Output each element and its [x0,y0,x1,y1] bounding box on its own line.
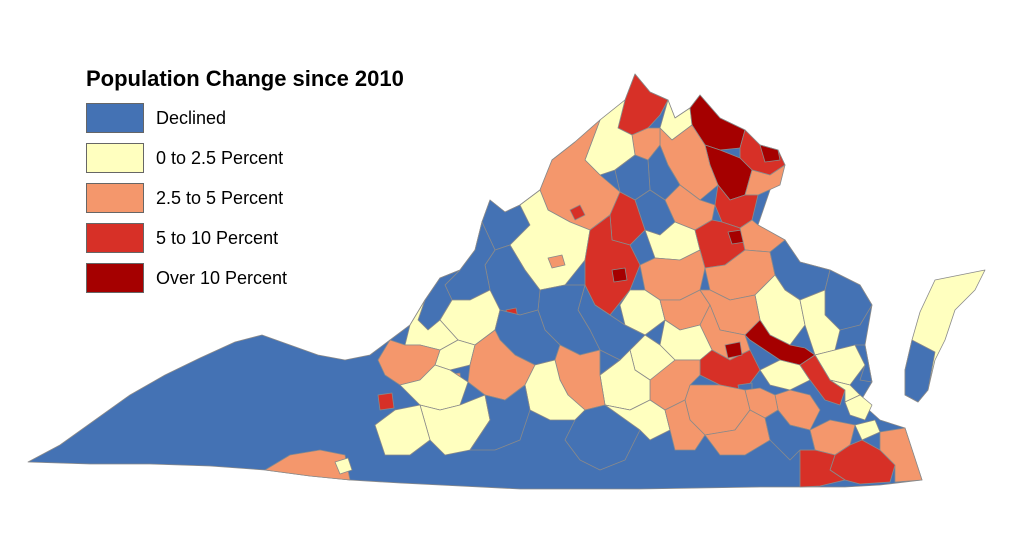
region-virginia-beach [879,427,923,483]
region-radford [377,392,395,411]
region-harrisonburg [569,204,586,221]
legend-swatch-0-to-2-5 [86,143,144,173]
legend-item-5-to-10: 5 to 10 Percent [86,218,404,258]
region-arlington [759,144,781,163]
legend-item-declined: Declined [86,98,404,138]
region-fluvanna [619,289,666,336]
region-mathews [854,344,873,383]
map-legend: Population Change since 2010 Declined 0 … [86,66,404,298]
region-galax [334,457,353,475]
legend-swatch-5-to-10 [86,223,144,253]
legend-item-2-5-to-5: 2.5 to 5 Percent [86,178,404,218]
region-southampton [764,409,816,461]
region-hampton [844,394,873,421]
legend-label-declined: Declined [156,107,227,128]
legend-label-0-to-2-5: 0 to 2.5 Percent [156,147,284,168]
region-appomattox [599,349,621,376]
region-bath [444,221,496,301]
region-james-city [799,354,846,406]
region-halifax [564,404,641,471]
legend-item-over-10: Over 10 Percent [86,258,404,298]
region-pittsylvania [524,359,586,421]
legend-title: Population Change since 2010 [86,66,404,91]
region-henry [469,384,531,451]
county-regions [264,73,923,488]
region-charlottesville [611,267,628,283]
legend-swatch-declined [86,103,144,133]
legend-item-0-to-2-5: 0 to 2.5 Percent [86,138,404,178]
region-eastern-shore-south [904,339,936,403]
region-carroll [374,404,431,456]
region-staunton [547,254,566,269]
region-lunenburg [664,399,706,451]
region-augusta [509,189,591,291]
region-middlesex [799,289,841,356]
region-richmond-city [724,341,743,359]
region-isle-of-wight [799,449,846,488]
legend-label-over-10: Over 10 Percent [156,267,288,288]
legend-items: Declined 0 to 2.5 Percent 2.5 to 5 Perce… [86,98,404,298]
legend-label-5-to-10: 5 to 10 Percent [156,227,279,248]
region-grayson [264,449,351,481]
legend-label-2-5-to-5: 2.5 to 5 Percent [156,187,284,208]
legend-swatch-2-5-to-5 [86,183,144,213]
legend-swatch-over-10 [86,263,144,293]
